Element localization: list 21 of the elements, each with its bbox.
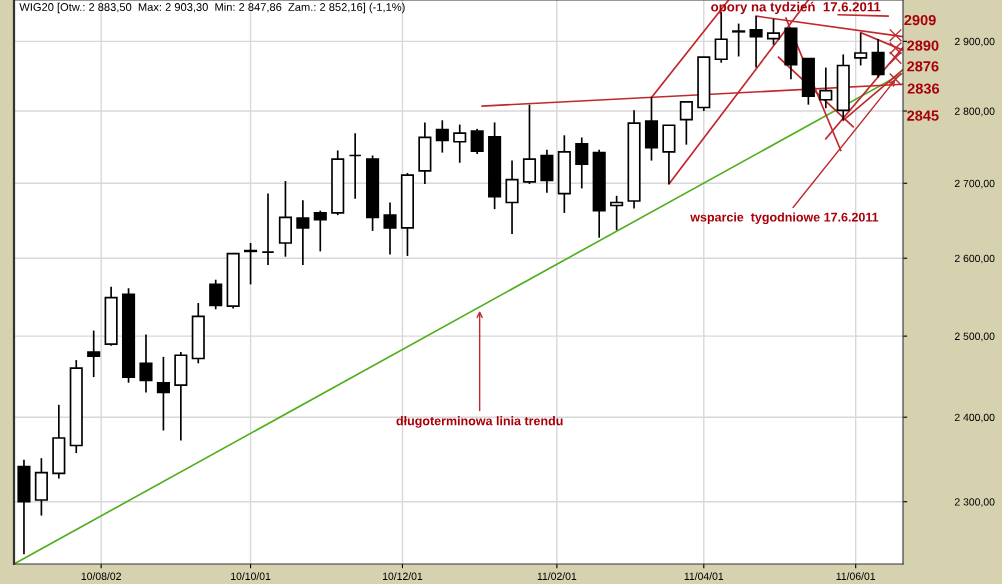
y-tick-label: 2 500,00 (954, 332, 995, 342)
chart-title: WIG20 [Otw.: 2 883,50 Max: 2 903,30 Min: 2 847,86 Zam.: 2 852,16] (-1,1%) (19, 2, 405, 14)
annotation: 2845 (907, 110, 939, 121)
annotation: 2890 (907, 40, 939, 51)
y-tick-label: 2 400,00 (954, 413, 995, 423)
annotation: 2876 (907, 61, 939, 72)
y-tick-label: 2 600,00 (954, 254, 995, 264)
x-tick-label: 11/04/01 (684, 572, 724, 580)
x-tick-label: 10/12/01 (382, 572, 423, 580)
y-tick-label: 2 700,00 (954, 179, 995, 189)
annotation: długoterminowa linia trendu (396, 416, 563, 428)
y-tick-label: 2 900,00 (954, 37, 995, 47)
x-tick-label: 10/10/01 (231, 572, 271, 580)
annotation: wsparcie tygodniowe 17.6.2011 (690, 212, 879, 225)
x-tick-label: 11/02/01 (537, 572, 577, 580)
x-tick-label: 11/06/01 (836, 572, 876, 580)
annotation: 2909 (904, 14, 936, 26)
x-tick-label: 10/08/02 (81, 572, 121, 580)
y-tick-label: 2 800,00 (954, 107, 995, 117)
y-tick-label: 2 300,00 (954, 498, 995, 507)
annotation: 2836 (907, 83, 940, 94)
